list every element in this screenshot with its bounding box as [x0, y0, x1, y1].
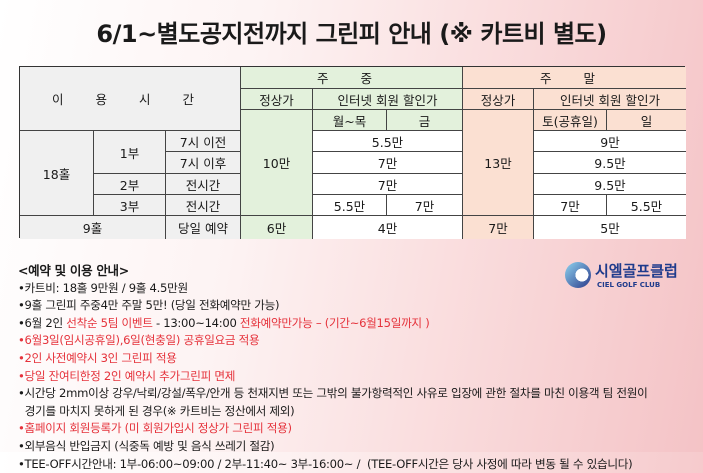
weekend-price-cell: 5.5만 — [607, 195, 686, 216]
weekend-header: 주 말 — [463, 67, 686, 89]
note-item: •2인 사전예약시 3인 그린피 적용 — [18, 350, 648, 368]
sameday-label: 당일 예약 — [166, 216, 241, 239]
mon-thu-header: 월~목 — [313, 110, 387, 131]
weekday-regular-header: 정상가 — [241, 89, 313, 110]
part1-label: 1부 — [94, 131, 166, 174]
notes-list: •카트비: 18홀 9만원 / 9홀 4.5만원 •9홀 그린피 주중4만 주말 … — [18, 280, 648, 473]
9-hole-weekend-regular: 7만 — [463, 216, 534, 239]
note-text: 선착순 5팀 이벤트 — [66, 315, 153, 330]
usage-time-header: 이 용 시 간 — [20, 67, 241, 131]
before-7-label: 7시 이전 — [166, 131, 241, 152]
note-text: •6월3일(임시공휴일),6일(현충일) 공휴일요금 적용 — [18, 333, 260, 348]
note-text: 경기를 마치지 못하게 된 경우(※ 카트비는 정산에서 제외) — [18, 403, 295, 418]
logo-mark-icon — [565, 261, 591, 288]
note-text: •당일 잔여티한정 2인 예약시 추가그린피 면제 — [18, 368, 236, 383]
note-text: •6월 2인 — [18, 315, 67, 330]
weekend-regular-price: 13만 — [463, 110, 534, 216]
part3-time: 전시간 — [166, 195, 241, 216]
note-text: •TEE-OFF시간안내: 1부-06:00~09:00 / 2부-11:40~… — [18, 456, 633, 471]
part2-time: 전시간 — [166, 174, 241, 195]
after-7-label: 7시 이후 — [166, 152, 241, 174]
green-fee-table: 이 용 시 간 주 중 주 말 정상가 인터넷 회원 할인가 정상가 인터넷 회… — [19, 66, 686, 239]
note-text: •시간당 2mm이상 강우/낙뢰/강설/폭우/안개 등 천재지변 또는 그밖의 … — [18, 386, 648, 401]
weekday-price-cell: 7만 — [313, 152, 463, 174]
weekday-header: 주 중 — [241, 67, 463, 89]
note-item: •당일 잔여티한정 2인 예약시 추가그린피 면제 — [18, 368, 648, 386]
note-item: •6월 2인 선착순 5팀 이벤트 - 13:00~14:00 전화예약만가능 … — [18, 315, 648, 333]
note-item: •9홀 그린피 주중4만 주말 5만! (당일 전화예약만 가능) — [18, 297, 648, 315]
weekday-internet-header: 인터넷 회원 할인가 — [313, 89, 463, 110]
part3-label: 3부 — [94, 195, 166, 216]
logo-subtitle: CIEL GOLF CLUB — [597, 281, 661, 289]
weekend-price-cell: 9.5만 — [534, 152, 686, 174]
club-logo: 시엘골프클럽 CIEL GOLF CLUB — [565, 260, 678, 289]
weekday-regular-price: 10만 — [241, 110, 313, 216]
note-text: •9홀 그린피 주중4만 주말 5만! (당일 전화예약만 가능) — [18, 298, 280, 313]
weekend-regular-header: 정상가 — [463, 89, 534, 110]
18-hole-label: 18홀 — [20, 131, 94, 216]
note-text: •홈페이지 회원등록가 (미 회원가입시 정상가 그린피 적용) — [18, 421, 292, 436]
note-text: •외부음식 반입금지 (식중독 예방 및 음식 쓰레기 절감) — [18, 438, 275, 453]
logo-name: 시엘골프클럽 — [595, 262, 678, 280]
fri-header: 금 — [387, 110, 463, 131]
weekend-price-cell: 9만 — [534, 131, 686, 152]
note-item: 경기를 마치지 못하게 된 경우(※ 카트비는 정산에서 제외) — [18, 403, 648, 421]
weekend-price-cell: 9.5만 — [534, 174, 686, 195]
note-item: •6월3일(임시공휴일),6일(현충일) 공휴일요금 적용 — [18, 332, 648, 350]
9-hole-label: 9홀 — [20, 216, 166, 239]
weekend-price-cell: 7만 — [534, 195, 607, 216]
sat-header: 토(공휴일) — [534, 110, 607, 131]
weekday-price-cell: 7만 — [313, 174, 463, 195]
weekend-internet-header: 인터넷 회원 할인가 — [534, 89, 686, 110]
weekday-price-cell: 5.5만 — [313, 131, 463, 152]
notes-section: <예약 및 이용 안내> •카트비: 18홀 9만원 / 9홀 4.5만원 •9홀… — [18, 262, 648, 473]
part2-label: 2부 — [94, 174, 166, 195]
note-text: 전화예약만가능 – (기간~6월15일까지 ) — [239, 315, 430, 330]
9-hole-weekday-regular: 6만 — [241, 216, 313, 239]
note-item: •외부음식 반입금지 (식중독 예방 및 음식 쓰레기 절감) — [18, 438, 648, 456]
note-item: •시간당 2mm이상 강우/낙뢰/강설/폭우/안개 등 천재지변 또는 그밖의 … — [18, 385, 648, 403]
page-title: 6/1~별도공지전까지 그린피 안내 (※ 카트비 별도) — [96, 20, 607, 48]
notes-heading: <예약 및 이용 안내> — [18, 263, 129, 278]
note-text: •카트비: 18홀 9만원 / 9홀 4.5만원 — [18, 280, 188, 295]
note-item: •카트비: 18홀 9만원 / 9홀 4.5만원 — [18, 280, 648, 298]
note-item: •TEE-OFF시간안내: 1부-06:00~09:00 / 2부-11:40~… — [18, 456, 648, 473]
note-text: - 13:00~14:00 — [152, 315, 240, 330]
weekday-price-cell: 7만 — [387, 195, 463, 216]
sun-header: 일 — [607, 110, 686, 131]
note-item: •홈페이지 회원등록가 (미 회원가입시 정상가 그린피 적용) — [18, 420, 648, 438]
9-hole-weekday-net: 4만 — [313, 216, 463, 239]
weekday-price-cell: 5.5만 — [313, 195, 387, 216]
note-text: •2인 사전예약시 3인 그린피 적용 — [18, 350, 177, 365]
9-hole-weekend-net: 5만 — [534, 216, 686, 239]
